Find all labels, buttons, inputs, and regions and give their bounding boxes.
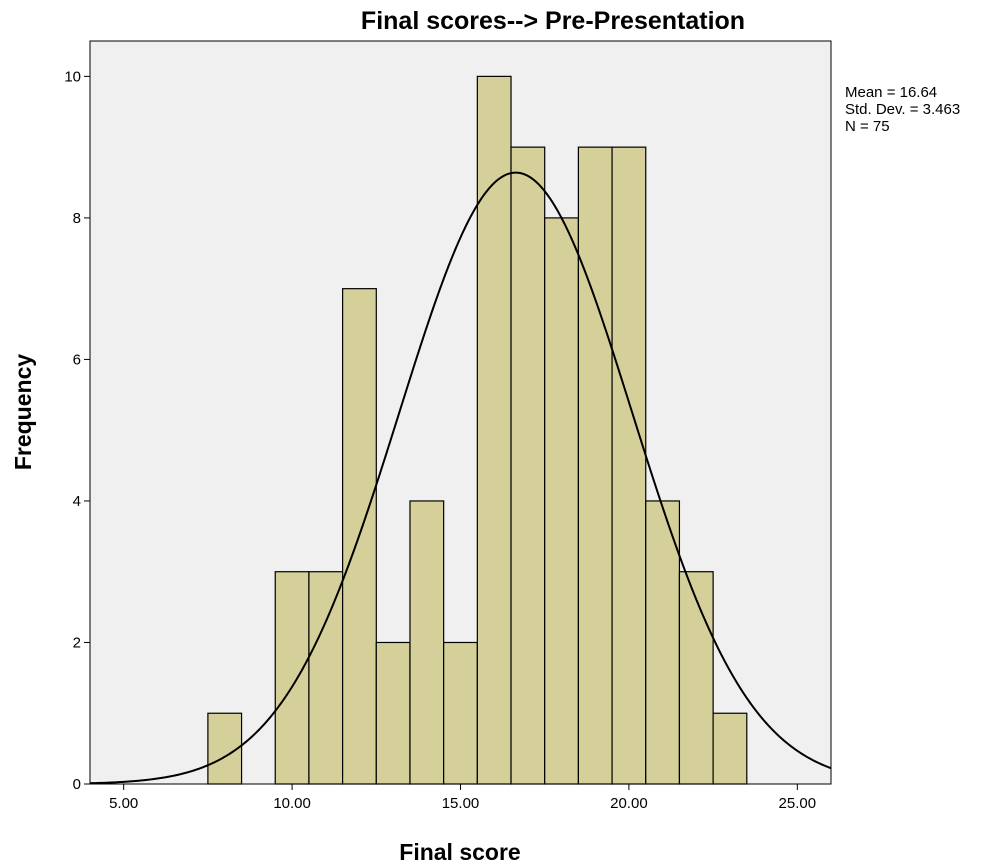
- histogram-bar: [443, 641, 478, 785]
- x-tick-label: 10.00: [273, 795, 311, 812]
- x-axis: 5.00 10.00 15.00 20.00 25.00: [109, 784, 816, 812]
- y-tick-label: 8: [73, 210, 81, 227]
- stats-mean: Mean = 16.64: [845, 84, 937, 101]
- y-tick-label: 2: [73, 634, 81, 651]
- y-tick-label: 0: [73, 776, 81, 793]
- histogram-bar: [274, 571, 310, 785]
- x-tick-label: 20.00: [610, 795, 648, 812]
- y-axis: 0 2 4 6 8 10: [64, 68, 90, 793]
- y-tick-label: 4: [73, 493, 81, 510]
- x-axis-title: Final score: [399, 839, 520, 865]
- histogram-bar: [678, 571, 714, 785]
- y-tick-label: 6: [73, 351, 81, 368]
- x-tick-label: 25.00: [779, 795, 817, 812]
- stats-n: N = 75: [845, 118, 890, 135]
- y-tick-label: 10: [64, 68, 81, 85]
- histogram-bar: [510, 146, 546, 785]
- histogram-bar: [476, 75, 512, 785]
- histogram-bar: [712, 712, 748, 785]
- histogram-bar: [308, 571, 344, 785]
- histogram-bar: [544, 217, 579, 785]
- x-tick-label: 5.00: [109, 795, 138, 812]
- histogram-bar: [645, 500, 681, 785]
- stats-box: Mean = 16.64 Std. Dev. = 3.463 N = 75: [845, 84, 960, 135]
- x-tick-label: 15.00: [442, 795, 480, 812]
- stats-std-dev: Std. Dev. = 3.463: [845, 101, 960, 118]
- histogram-bar: [409, 500, 445, 785]
- y-axis-title: Frequency: [10, 354, 36, 471]
- histogram-bar: [577, 146, 613, 785]
- histogram-bar: [375, 641, 411, 785]
- histogram-bar: [611, 146, 647, 785]
- chart-title: Final scores--> Pre-Presentation: [361, 7, 745, 35]
- normal-curve: [89, 171, 832, 785]
